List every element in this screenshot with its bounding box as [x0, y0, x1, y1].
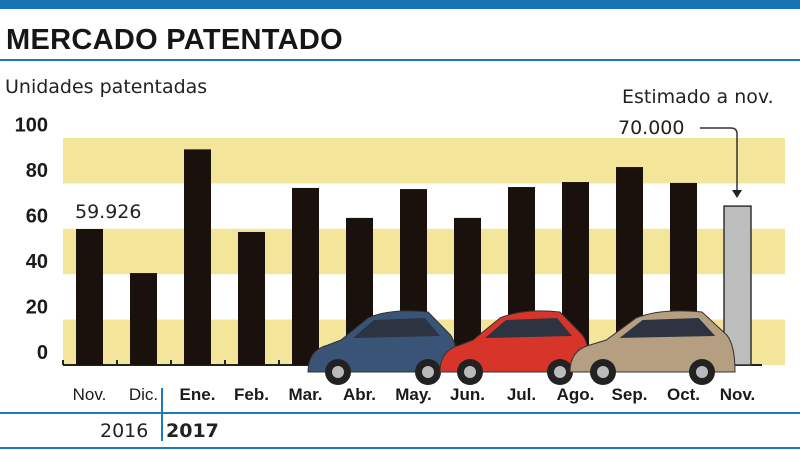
car-window [353, 318, 440, 338]
x-tick-label: Dic. [129, 385, 158, 404]
bar [76, 228, 103, 365]
car-hub [597, 366, 609, 378]
car-hub [332, 366, 344, 378]
x-tick-label: Ene. [180, 385, 216, 404]
title-rule [0, 59, 800, 61]
year-separator [161, 388, 163, 441]
x-tick-label: Jul. [507, 385, 536, 404]
y-tick-label: 40 [26, 251, 48, 273]
car-hub [464, 366, 476, 378]
year-2017: 2017 [166, 420, 219, 442]
bar [184, 149, 211, 365]
car-hub [696, 366, 708, 378]
y-tick-label: 80 [26, 160, 48, 182]
x-tick-label: Oct. [667, 385, 700, 404]
x-tick-label: Mar. [288, 385, 322, 404]
estimate-label: Estimado a nov. [622, 86, 774, 108]
car-window [619, 318, 716, 338]
y-axis-label: Unidades patentadas [5, 76, 208, 98]
y-tick-label: 100 [15, 115, 48, 137]
x-tick-label: Nov. [73, 385, 107, 404]
car-image [439, 310, 591, 385]
chart-title: MERCADO PATENTADO [6, 24, 343, 56]
grid-band [63, 138, 785, 184]
bottom-rule [0, 447, 800, 449]
arrow-head [732, 190, 742, 198]
x-tick-label: Sep. [612, 385, 648, 404]
x-tick-label: May. [395, 385, 432, 404]
top-accent-bar [0, 0, 800, 9]
arrow-line [700, 127, 738, 192]
car-hub [554, 366, 566, 378]
x-tick-label: Feb. [234, 385, 269, 404]
car-hub [422, 366, 434, 378]
car-image [307, 310, 459, 385]
x-tick-label: Jun. [450, 385, 485, 404]
car-image [569, 310, 736, 385]
x-tick-label: Abr. [343, 385, 376, 404]
first-value-label: 59.926 [75, 201, 141, 223]
y-tick-label: 20 [26, 297, 48, 319]
car-window [485, 318, 572, 338]
x-tick-label: Nov. [720, 385, 756, 404]
estimate-value-label: 70.000 [618, 117, 684, 139]
y-tick-label: 60 [26, 206, 48, 228]
axis-rule [0, 412, 800, 414]
bar [238, 231, 265, 365]
year-2016: 2016 [100, 420, 149, 442]
bar [292, 187, 319, 365]
y-tick-label: 0 [37, 342, 48, 364]
bar [130, 273, 157, 365]
x-tick-label: Ago. [557, 385, 595, 404]
